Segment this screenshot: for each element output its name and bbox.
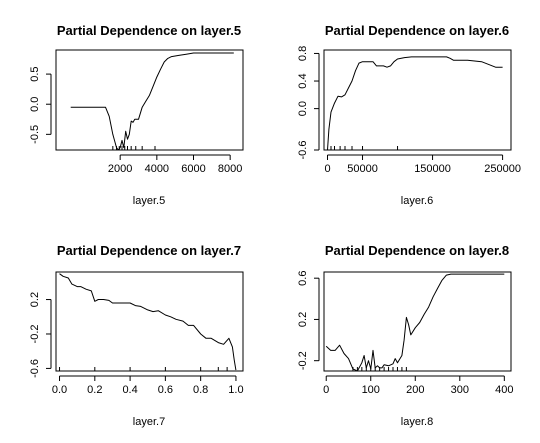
y-tick-label: -0.6: [29, 359, 41, 378]
x-tick-label: 300: [451, 384, 469, 396]
x-tick-label: 100: [362, 384, 380, 396]
plot-area: 0.0 0.2 0.4 0.6 0.8 1.0 -0.6 -0.2 0.2: [29, 271, 244, 396]
panel-title: Partial Dependence on layer.5: [57, 23, 241, 38]
y-tick-label: 0.0: [297, 101, 309, 116]
panel-title: Partial Dependence on layer.8: [325, 243, 509, 258]
plot-frame: [323, 49, 512, 151]
y-tick-label: -0.5: [29, 125, 41, 144]
x-tick-label: 0.8: [193, 384, 208, 396]
partial-dependence-line: [59, 273, 237, 371]
x-axis-label: layer.7: [133, 416, 165, 428]
x-tick-label: 6000: [181, 163, 205, 175]
x-tick-label: 0: [324, 163, 330, 175]
y-tick-label: 0.6: [297, 271, 309, 286]
y-tick-label: 0.2: [29, 292, 41, 307]
x-tick-label: 0.2: [87, 384, 102, 396]
x-axis-label: layer.6: [401, 195, 433, 207]
panel-layer-8: Partial Dependence on layer.8 layer.8 0 1…: [297, 243, 514, 428]
partial-dependence-line: [327, 56, 503, 151]
x-axis-label: layer.5: [133, 195, 165, 207]
x-tick-label: 0.6: [158, 384, 173, 396]
x-axis-label: layer.8: [401, 416, 433, 428]
x-tick-label: 250000: [484, 163, 521, 175]
plot-area: 0 100 200 300 400 -0.2 0.2 0.6: [297, 271, 514, 396]
y-tick-label: 0.0: [29, 97, 41, 112]
plot-area: 2000 4000 6000 8000 -0.5 0.0 0.5: [29, 49, 244, 175]
x-tick-label: 400: [495, 384, 513, 396]
partial-dependence-line: [325, 273, 505, 372]
panel-title: Partial Dependence on layer.6: [325, 23, 509, 38]
x-tick-label: 2000: [108, 163, 132, 175]
panel-layer-7: Partial Dependence on layer.7 layer.7 0.…: [29, 243, 244, 428]
y-tick-label: 0.2: [297, 312, 309, 327]
x-tick-label: 200: [406, 384, 424, 396]
plot-frame: [55, 49, 244, 151]
x-tick-label: 1.0: [228, 384, 243, 396]
plot-area: 0 50000 150000 250000 -0.6 0.0 0.4 0.8: [297, 46, 521, 175]
plot-frame: [55, 271, 244, 372]
plot-frame: [323, 271, 512, 372]
y-tick-label: 0.5: [29, 66, 41, 81]
x-tick-label: 8000: [218, 163, 242, 175]
x-tick-label: 0: [323, 384, 329, 396]
y-tick-label: -0.2: [29, 324, 41, 343]
x-tick-label: 4000: [145, 163, 169, 175]
y-tick-label: -0.6: [297, 141, 309, 160]
x-tick-label: 0.0: [52, 384, 67, 396]
y-tick-label: -0.2: [297, 351, 309, 370]
partial-dependence-line: [70, 52, 234, 151]
panel-title: Partial Dependence on layer.7: [57, 243, 241, 258]
x-tick-label: 50000: [347, 163, 378, 175]
panel-layer-5: Partial Dependence on layer.5 layer.5 20…: [29, 23, 244, 207]
x-tick-label: 150000: [414, 163, 451, 175]
y-tick-label: 0.4: [297, 73, 309, 88]
panel-layer-6: Partial Dependence on layer.6 layer.6 0 5…: [297, 23, 521, 207]
y-tick-label: 0.8: [297, 46, 309, 61]
x-tick-label: 0.4: [122, 384, 137, 396]
